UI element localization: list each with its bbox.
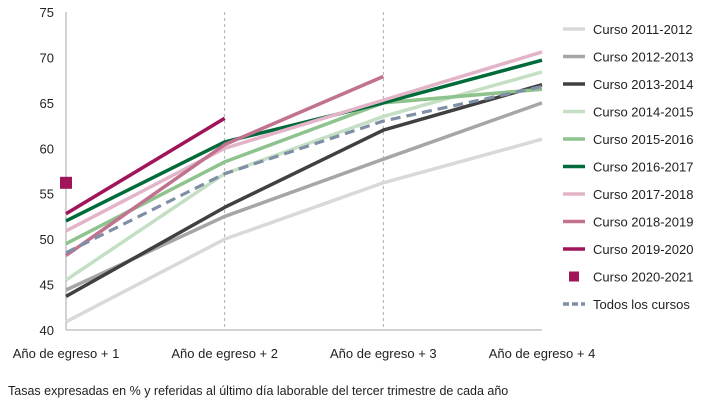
y-tick-label: 45 — [40, 278, 54, 293]
series-group — [60, 50, 543, 324]
grid — [224, 12, 384, 330]
legend-label: Curso 2018-2019 — [593, 215, 693, 230]
series-line-curso-2011-2012 — [65, 137, 543, 324]
legend-label: Todos los cursos — [593, 297, 690, 312]
legend-label: Curso 2016-2017 — [593, 160, 693, 175]
x-tick-label: Año de egreso + 3 — [330, 346, 437, 361]
x-tick-label: Año de egreso + 4 — [489, 346, 596, 361]
x-tick-label: Año de egreso + 2 — [171, 346, 278, 361]
legend-label: Curso 2020-2021 — [593, 270, 693, 285]
series-marker-curso-2020-2021 — [60, 176, 72, 189]
y-tick-label: 70 — [40, 50, 54, 65]
legend-label: Curso 2011-2012 — [593, 22, 693, 37]
series-line-todos-los-cursos — [65, 84, 543, 255]
legend-swatch-curso-2020-2021 — [569, 271, 579, 282]
legend-label: Curso 2014-2015 — [593, 105, 693, 120]
y-tick-label: 75 — [40, 5, 54, 20]
series-line-curso-2014-2015 — [65, 70, 543, 282]
axes — [65, 12, 542, 331]
legend-label: Curso 2017-2018 — [593, 187, 693, 202]
legend-label: Curso 2013-2014 — [593, 77, 693, 92]
y-axis-ticks: 40 45 50 55 60 65 70 75 — [40, 5, 54, 338]
legend-label: Curso 2012-2013 — [593, 50, 693, 65]
series-line-curso-2016-2017 — [65, 58, 543, 223]
y-tick-label: 65 — [40, 96, 54, 111]
legend-label: Curso 2015-2016 — [593, 132, 693, 147]
series-line-curso-2013-2014 — [65, 83, 543, 298]
series-line-curso-2019-2020 — [65, 116, 226, 216]
x-axis-ticks: Año de egreso + 1 Año de egreso + 2 Año de… — [13, 346, 596, 361]
x-tick-label: Año de egreso + 1 — [13, 346, 120, 361]
legend: Curso 2011-2012 Curso 2012-2013 Curso 2013… — [563, 22, 693, 312]
chart-note: Tasas expresadas en % y referidas al últ… — [8, 384, 508, 398]
y-tick-label: 60 — [40, 141, 54, 156]
series-line-curso-2015-2016 — [65, 87, 543, 246]
y-tick-label: 55 — [40, 187, 54, 202]
y-tick-label: 50 — [40, 232, 54, 247]
series-line-curso-2018-2019 — [64, 74, 385, 257]
legend-label: Curso 2019-2020 — [593, 242, 693, 257]
series-line-curso-2017-2018 — [65, 50, 543, 233]
y-tick-label: 40 — [40, 323, 54, 338]
